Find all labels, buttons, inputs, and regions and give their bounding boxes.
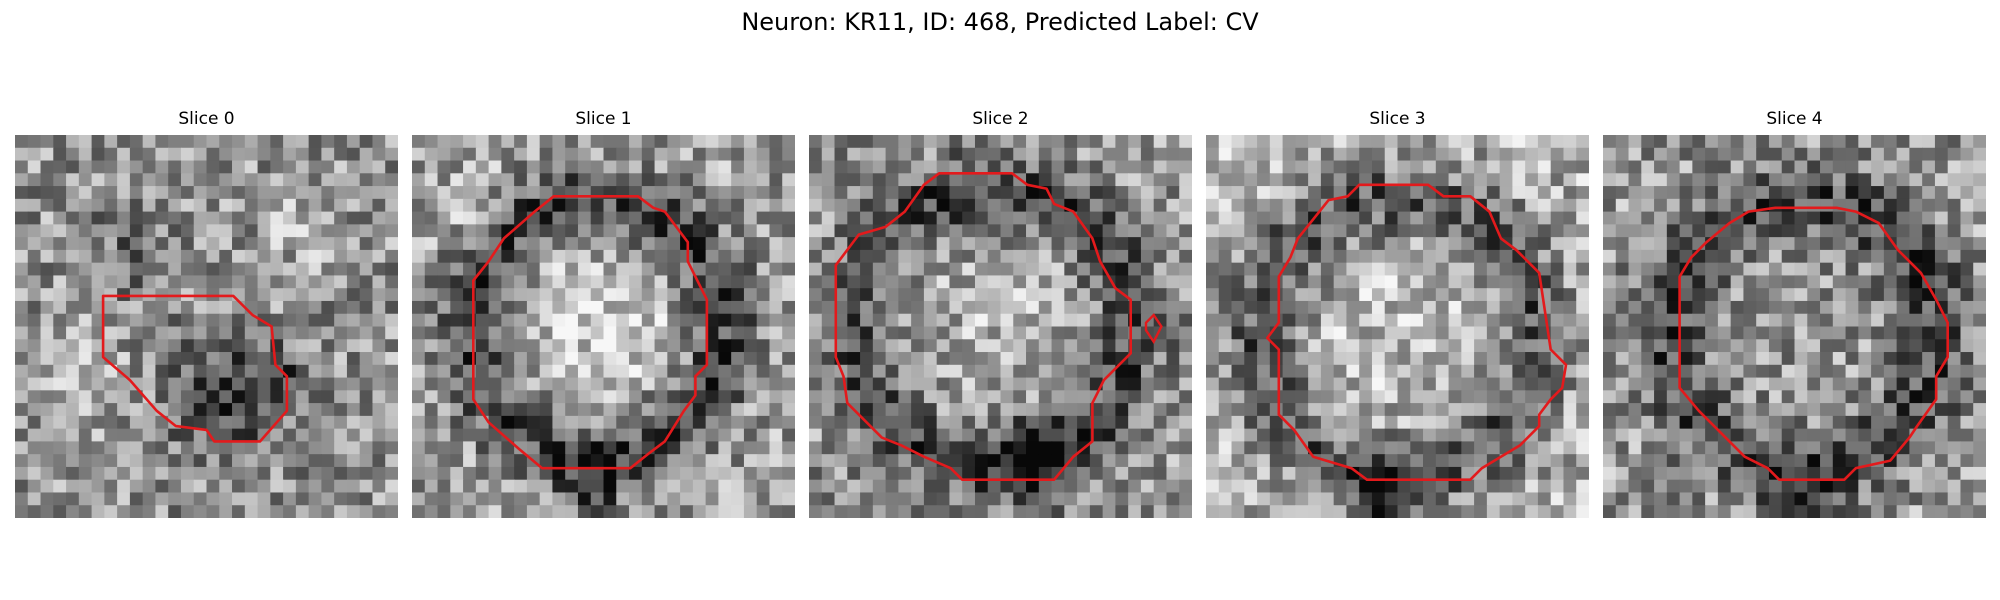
roi-contour-1: [471, 194, 709, 470]
pixel-grid-0: [15, 135, 398, 518]
pixel-grid-2: [809, 135, 1192, 518]
slice-panel-2: Slice 2: [809, 108, 1192, 518]
slice-panel-4: Slice 4: [1603, 108, 1986, 518]
slice-title-3: Slice 3: [1369, 109, 1426, 129]
roi-contour-2: [834, 171, 1133, 482]
slice-image-0: [15, 135, 398, 518]
roi-contour-3: [1265, 183, 1568, 482]
slice-panel-0: Slice 0: [15, 108, 398, 518]
roi-contour-4: [1678, 206, 1950, 482]
roi-contour-0: [101, 294, 289, 443]
slice-image-3: [1206, 135, 1589, 518]
slice-title-1: Slice 1: [575, 109, 632, 129]
slice-image-1: [412, 135, 795, 518]
slice-title-0: Slice 0: [178, 109, 235, 129]
roi-contour-fragment-2: [1144, 313, 1163, 345]
pixel-grid-3: [1206, 135, 1589, 518]
slice-panel-1: Slice 1: [412, 108, 795, 518]
slice-image-2: [809, 135, 1192, 518]
pixel-grid-4: [1603, 135, 1986, 518]
figure-title: Neuron: KR11, ID: 468, Predicted Label: …: [741, 8, 1259, 36]
slice-image-4: [1603, 135, 1986, 518]
slice-title-4: Slice 4: [1766, 109, 1823, 129]
slice-title-2: Slice 2: [972, 109, 1029, 129]
slice-panel-3: Slice 3: [1206, 108, 1589, 518]
pixel-grid-1: [412, 135, 795, 518]
